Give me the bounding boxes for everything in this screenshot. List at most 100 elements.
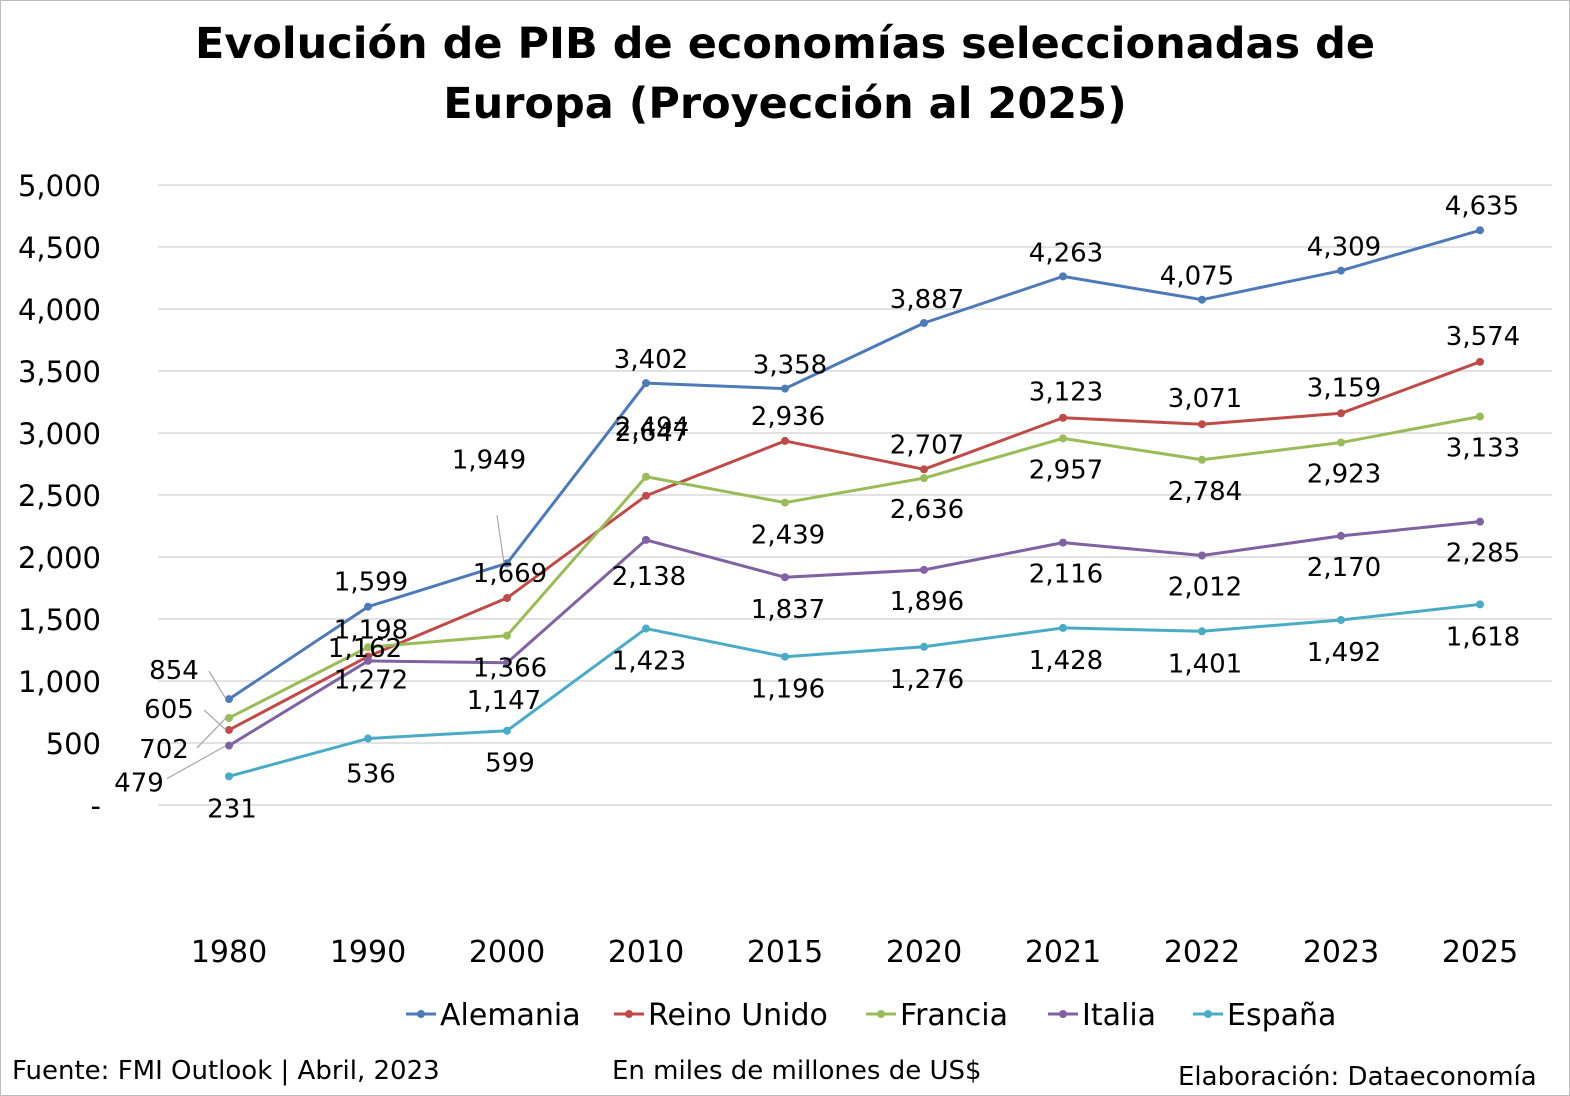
series-line xyxy=(228,415,1481,720)
data-label: 854 xyxy=(149,656,199,686)
data-label: 3,358 xyxy=(753,351,827,381)
data-label: 4,263 xyxy=(1029,238,1103,268)
legend-label: Alemania xyxy=(440,998,581,1033)
data-point xyxy=(1476,600,1484,609)
data-point xyxy=(781,498,789,507)
data-point xyxy=(781,573,789,582)
data-label: 1,366 xyxy=(473,654,547,684)
label-leader-line xyxy=(208,670,227,700)
data-label: 2,170 xyxy=(1307,553,1381,583)
data-point xyxy=(642,379,650,388)
data-label: 1,276 xyxy=(890,665,964,695)
data-point xyxy=(225,695,233,704)
data-point xyxy=(1476,517,1484,526)
legend-label: Francia xyxy=(900,998,1008,1033)
data-point xyxy=(225,772,233,781)
data-label: 2,138 xyxy=(612,562,686,592)
x-tick-label: 2021 xyxy=(1025,935,1101,970)
series-line xyxy=(228,602,1481,778)
data-point xyxy=(920,642,928,651)
data-label: 1,949 xyxy=(452,445,526,475)
x-tick-label: 2000 xyxy=(469,935,545,970)
data-label: 1,599 xyxy=(334,568,408,598)
y-tick-label: 1,500 xyxy=(18,603,101,637)
legend-label: España xyxy=(1227,998,1336,1033)
data-label: 2,012 xyxy=(1168,573,1242,603)
data-point xyxy=(642,535,650,544)
data-point xyxy=(1337,409,1345,418)
data-label: 605 xyxy=(144,695,194,725)
x-tick-label: 1990 xyxy=(330,935,406,970)
data-label: 1,837 xyxy=(751,595,825,625)
data-label: 2,936 xyxy=(751,402,825,432)
data-point xyxy=(1059,272,1067,281)
y-tick-label: 4,500 xyxy=(18,231,101,265)
data-point xyxy=(1059,538,1067,547)
data-point xyxy=(1059,434,1067,443)
data-label: 2,957 xyxy=(1029,455,1103,485)
chart-title: Evolución de PIB de economías selecciona… xyxy=(0,14,1570,134)
data-point xyxy=(781,436,789,445)
data-point xyxy=(1476,412,1484,421)
y-tick-label: 2,000 xyxy=(18,541,101,575)
series-line xyxy=(228,520,1481,747)
series-line xyxy=(228,228,1481,701)
data-label: 3,402 xyxy=(614,345,688,375)
data-label: 1,272 xyxy=(334,665,408,695)
data-point xyxy=(364,734,372,743)
data-point xyxy=(364,656,372,665)
y-tick-label: 500 xyxy=(46,727,101,761)
data-label: 2,647 xyxy=(615,418,689,448)
data-point xyxy=(1059,623,1067,632)
legend-swatch-marker xyxy=(417,1010,425,1018)
legend-label: Reino Unido xyxy=(648,998,828,1033)
data-label: 1,669 xyxy=(473,559,547,589)
data-point xyxy=(1059,413,1067,422)
legend-swatch-marker xyxy=(625,1010,633,1018)
legend-swatch-marker xyxy=(1059,1010,1067,1018)
data-point xyxy=(920,474,928,483)
data-label: 1,423 xyxy=(612,647,686,677)
y-tick-label: - xyxy=(91,789,101,823)
data-label: 3,071 xyxy=(1168,384,1242,414)
data-label: 2,636 xyxy=(890,495,964,525)
data-label: 1,196 xyxy=(751,675,825,705)
data-point xyxy=(781,384,789,393)
data-point xyxy=(364,643,372,652)
data-point xyxy=(1198,551,1206,560)
data-point xyxy=(1476,357,1484,366)
data-point xyxy=(503,658,511,667)
x-tick-label: 2025 xyxy=(1442,935,1518,970)
data-label: 1,428 xyxy=(1029,646,1103,676)
data-point xyxy=(1337,615,1345,624)
data-label: 3,159 xyxy=(1307,373,1381,403)
data-point xyxy=(503,559,511,568)
data-label: 536 xyxy=(346,760,396,790)
data-label: 479 xyxy=(114,769,164,799)
data-label: 4,309 xyxy=(1307,233,1381,263)
data-label: 2,285 xyxy=(1446,539,1520,569)
data-label: 2,439 xyxy=(751,521,825,551)
label-leader-line xyxy=(496,515,505,564)
data-point xyxy=(920,565,928,574)
data-point xyxy=(503,631,511,640)
legend-swatch-marker xyxy=(1204,1010,1212,1018)
series-line xyxy=(228,360,1481,732)
label-leader-line xyxy=(196,717,227,749)
data-point xyxy=(920,465,928,474)
data-point xyxy=(1198,455,1206,464)
data-label: 702 xyxy=(139,735,189,765)
y-tick-label: 3,000 xyxy=(18,417,101,451)
data-point xyxy=(1198,627,1206,636)
units-note: En miles de millones de US$ xyxy=(612,1056,982,1086)
data-point xyxy=(503,594,511,603)
y-tick-label: 2,500 xyxy=(18,479,101,513)
data-label: 3,123 xyxy=(1029,378,1103,408)
data-label: 1,618 xyxy=(1446,622,1520,652)
data-point xyxy=(225,713,233,722)
y-tick-label: 5,000 xyxy=(18,169,101,203)
data-label: 1,198 xyxy=(334,615,408,645)
label-leader-line xyxy=(166,745,227,780)
data-point xyxy=(920,319,928,328)
